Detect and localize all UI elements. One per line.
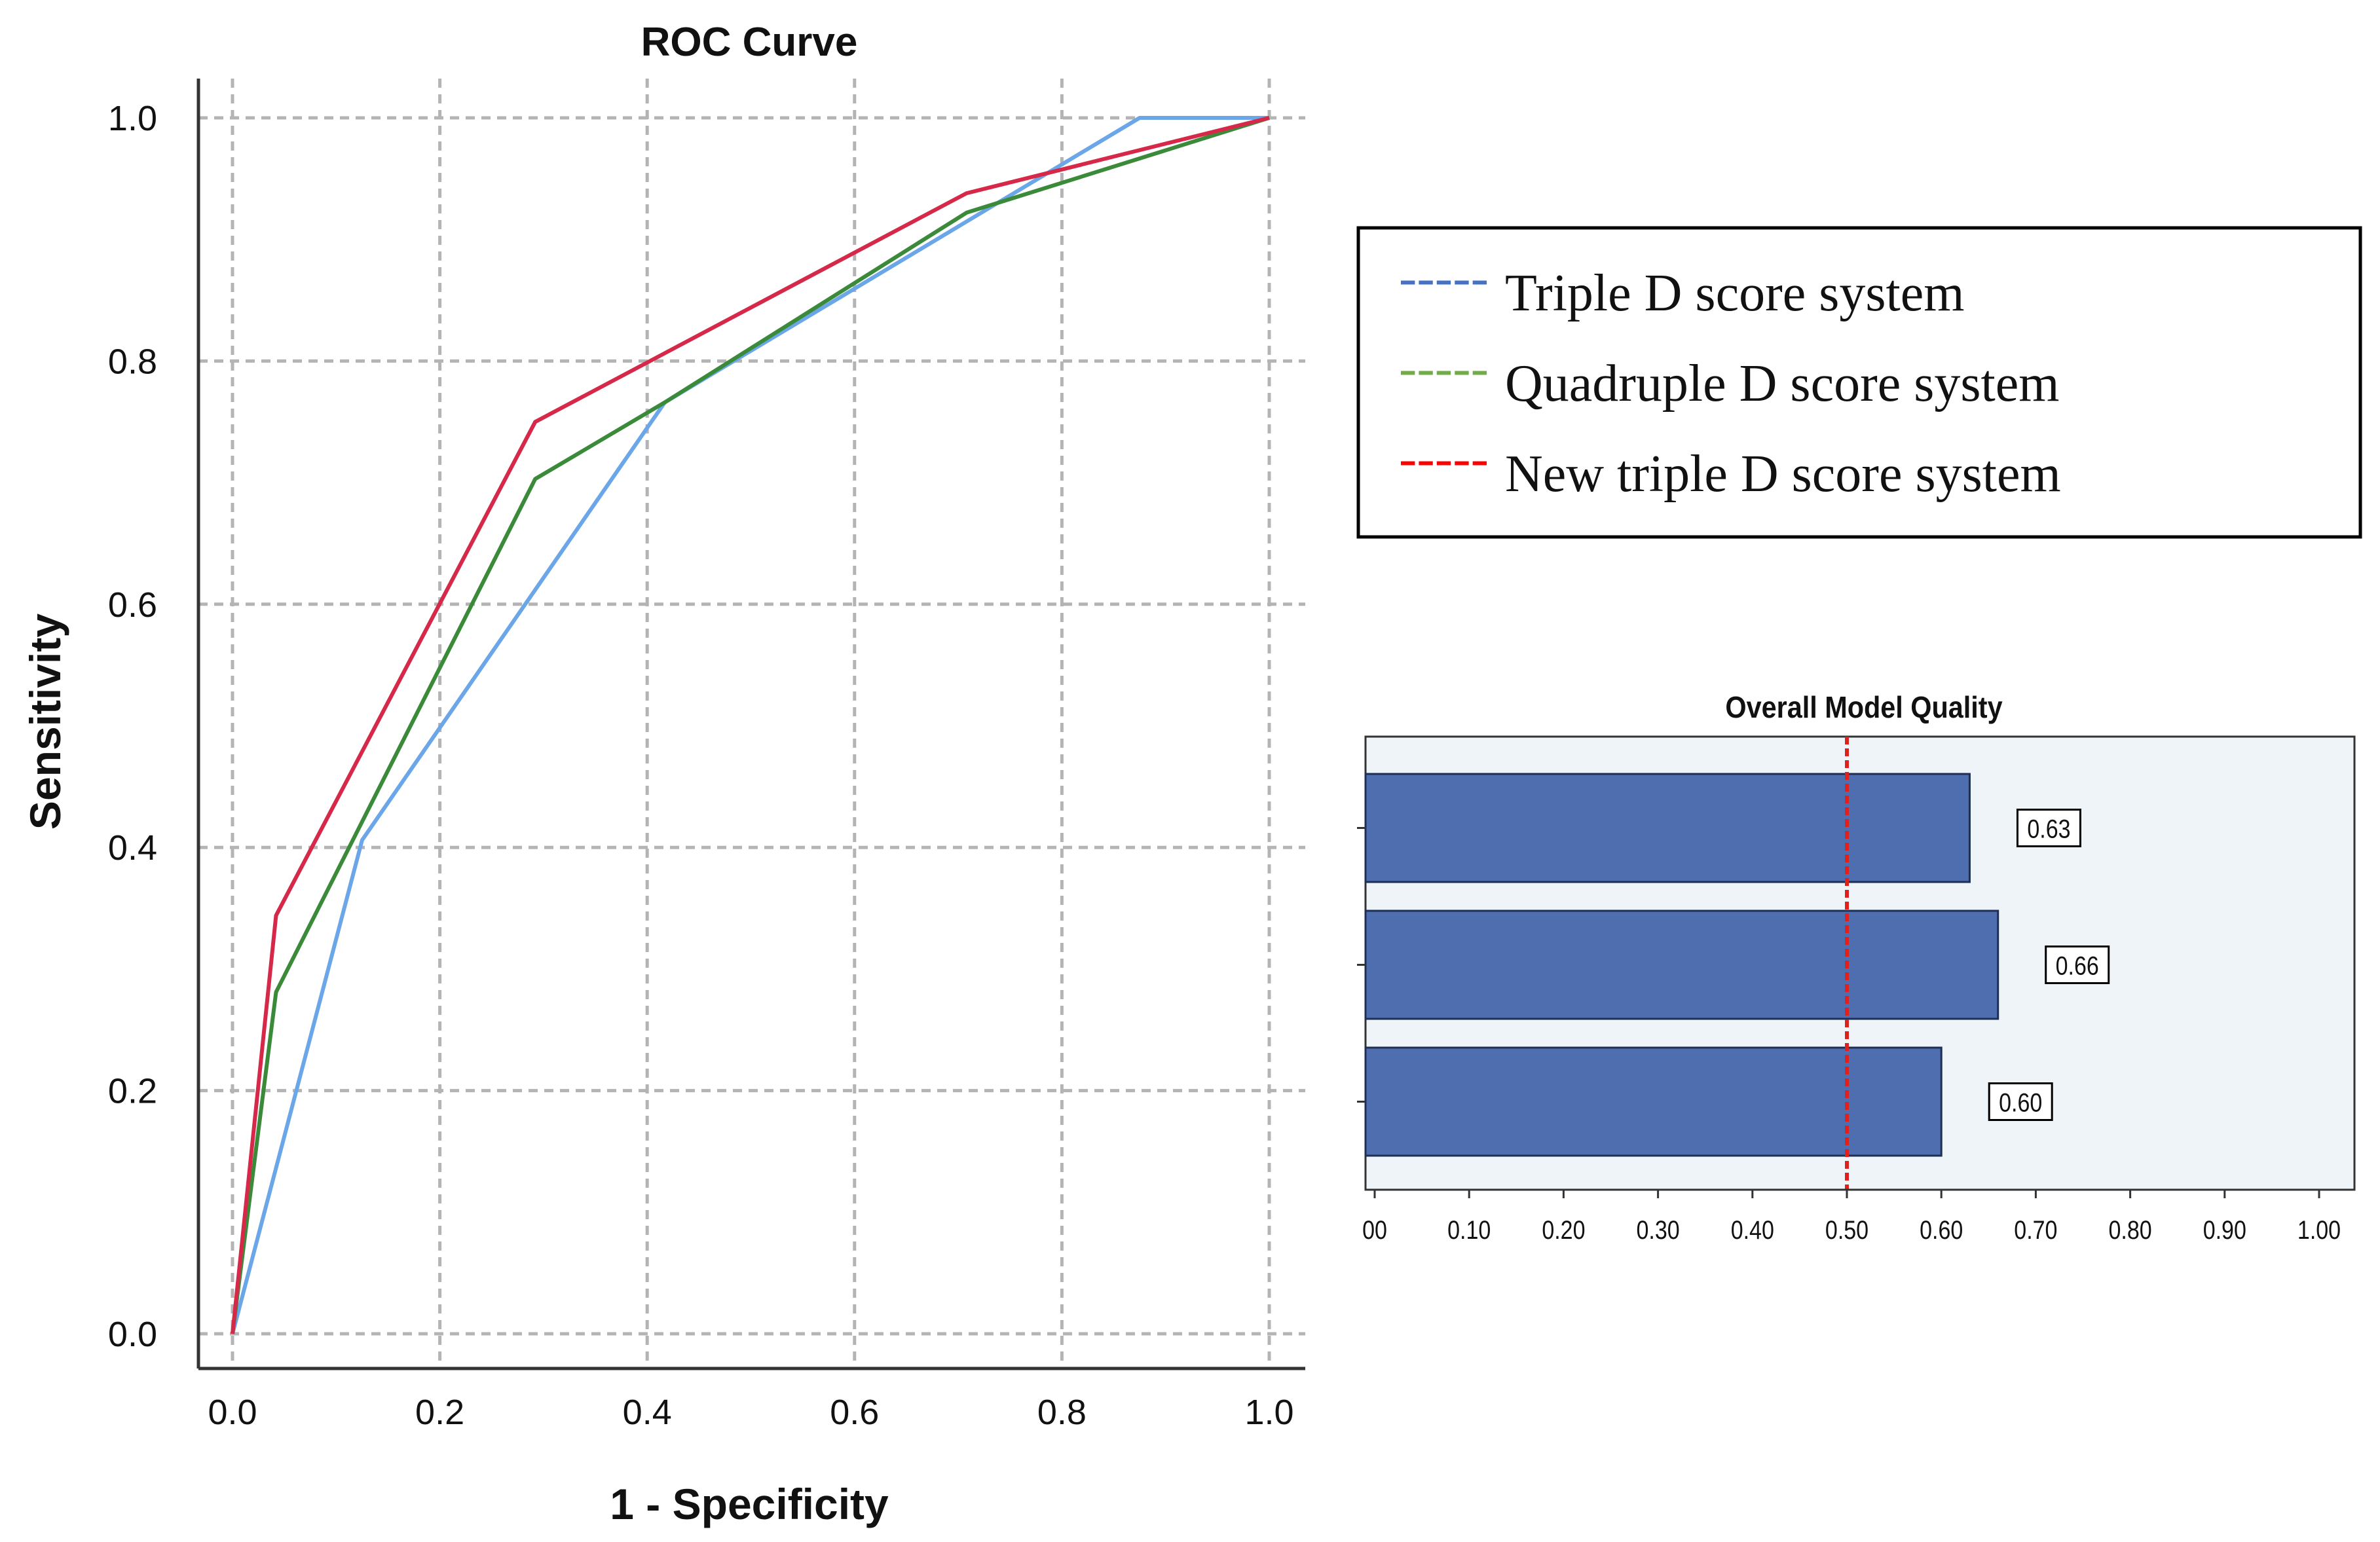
model-quality-x-tick-label: 0.70	[2014, 1215, 2057, 1244]
model-quality-x-tick-label: 0.50	[1825, 1215, 1869, 1244]
model-quality-bar	[1364, 909, 1999, 1020]
legend-symbol: -----	[1399, 344, 1489, 394]
model-quality-x-tick-label: 0.30	[1637, 1215, 1680, 1244]
model-quality-x-tick-label: 0.10	[1447, 1215, 1491, 1244]
model-quality-value-box	[2016, 809, 2081, 847]
roc-y-tick-label: 0.4	[108, 828, 157, 868]
roc-x-tick-label: 0.6	[830, 1393, 879, 1432]
legend-label: Quadruple D score system	[1505, 355, 2059, 413]
model-quality-x-tick-label: 0.90	[2203, 1215, 2246, 1244]
model-quality-chart: Overall Model Quality 0.63 0.66 0.60 00 0.1…	[1357, 691, 2356, 1245]
roc-tick-labels: 0.0 0.2 0.4 0.6 0.8 1.0 0.0 0.2 0.4 0.6 0.8 1.0	[108, 99, 1294, 1432]
model-quality-x-tick-label: 1.00	[2297, 1215, 2341, 1244]
roc-chart-title: ROC Curve	[641, 20, 858, 65]
model-quality-title: Overall Model Quality	[1725, 691, 2003, 725]
roc-y-tick-label: 0.0	[108, 1315, 157, 1354]
legend-symbol: -----	[1399, 434, 1489, 485]
model-quality-value-label: 0.66	[2056, 951, 2099, 980]
legend-symbol: -----	[1399, 253, 1489, 304]
model-quality-x-tick-label: 0.60	[1920, 1215, 1963, 1244]
model-quality-bars: 0.63 0.66 0.60	[1357, 737, 2110, 1190]
roc-x-tick-label: 0.2	[415, 1393, 464, 1432]
model-quality-value-box	[2045, 945, 2110, 984]
roc-y-axis-label: Sensitivity	[21, 614, 69, 830]
roc-y-tick-label: 0.8	[108, 342, 157, 381]
model-quality-bar	[1364, 773, 1971, 883]
roc-x-axis-label: 1 - Specificity	[610, 1480, 889, 1528]
roc-line-quadruple-d-score-system	[231, 116, 1270, 1334]
model-quality-ticks: 00 0.10 0.20 0.30 0.40 0.50 0.60 0.70 0.80 0.90 1.…	[1362, 1190, 2341, 1245]
legend-box: ----- Triple D score system ----- Quadruple…	[1356, 226, 2362, 539]
roc-line-new-triple-d-score-system	[231, 116, 1270, 1334]
roc-y-tick-label: 1.0	[108, 99, 157, 138]
roc-y-tick-label: 0.2	[108, 1072, 157, 1111]
legend-entries: ----- Triple D score system ----- Quadruple…	[1399, 253, 2061, 503]
legend-label: Triple D score system	[1505, 265, 1964, 322]
roc-y-tick-label: 0.6	[108, 585, 157, 625]
roc-grid	[198, 79, 1305, 1368]
model-quality-x-tick-label: 0.40	[1731, 1215, 1774, 1244]
roc-line-triple-d-score-system	[231, 116, 1269, 1334]
roc-x-tick-label: 0.4	[623, 1393, 672, 1432]
model-quality-value-label: 0.60	[1999, 1088, 2042, 1117]
roc-series	[231, 116, 1270, 1334]
model-quality-x-tick-label: 0.80	[2109, 1215, 2152, 1244]
roc-x-tick-label: 0.0	[208, 1393, 257, 1432]
roc-x-tick-label: 1.0	[1244, 1393, 1293, 1432]
model-quality-x-tick-label: 0.20	[1542, 1215, 1585, 1244]
roc-x-tick-label: 0.8	[1037, 1393, 1087, 1432]
model-quality-value-label: 0.63	[2027, 814, 2070, 843]
legend-label: New triple D score system	[1505, 445, 2061, 503]
model-quality-bar	[1364, 1046, 1943, 1157]
model-quality-value-box	[1988, 1082, 2053, 1121]
model-quality-x-tick-label: 00	[1362, 1215, 1387, 1244]
